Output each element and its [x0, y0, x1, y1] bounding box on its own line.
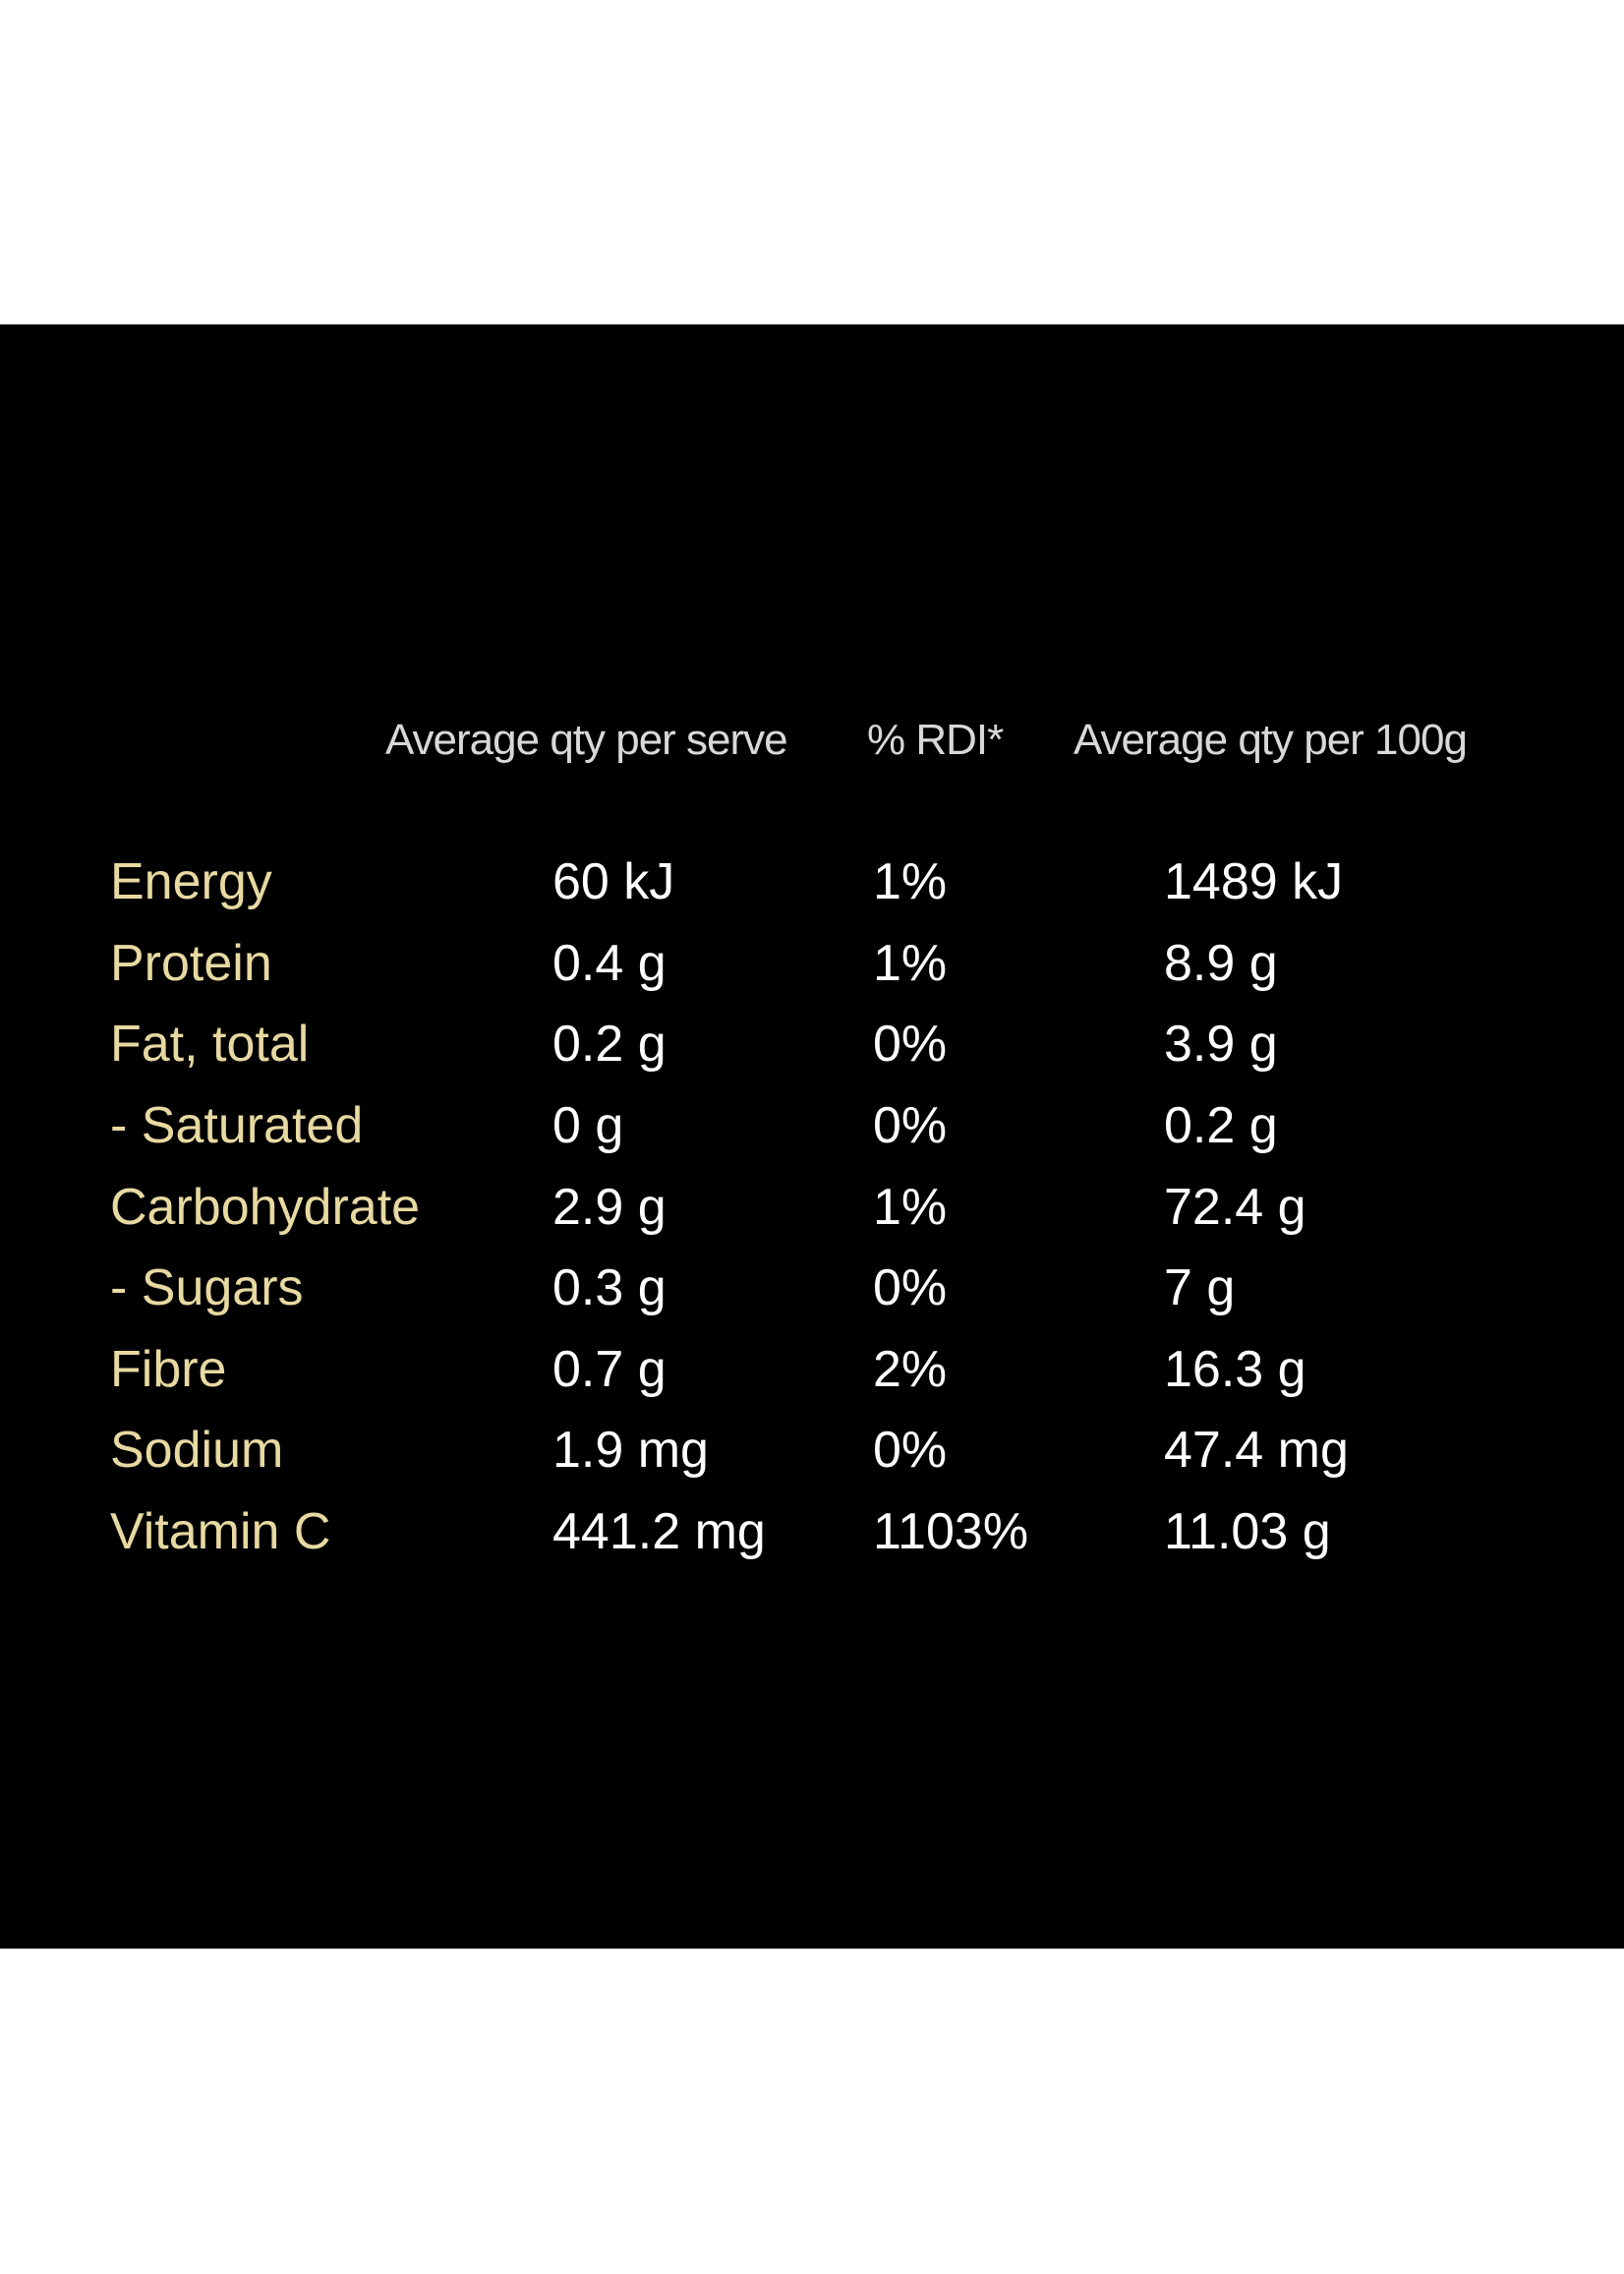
rdi-percent: 1103% — [873, 1503, 1029, 1560]
qty-per-100g: 0.2 g — [1164, 1097, 1278, 1154]
rdi-percent: 1% — [873, 853, 948, 910]
nutrient-name: Sodium — [110, 1422, 284, 1479]
table-row: Carbohydrate 2.9 g 1% 72.4 g — [0, 1167, 1624, 1248]
table-row: Energy 60 kJ 1% 1489 kJ — [0, 842, 1624, 922]
qty-per-serve: 2.9 g — [552, 1179, 667, 1236]
table-row: Protein 0.4 g 1% 8.9 g — [0, 923, 1624, 1004]
nutrient-name: Carbohydrate — [110, 1179, 421, 1236]
table-row: Sodium 1.9 mg 0% 47.4 mg — [0, 1410, 1624, 1490]
nutrient-name: Fibre — [110, 1341, 227, 1398]
rdi-percent: 1% — [873, 1179, 948, 1236]
rdi-percent: 0% — [873, 1097, 948, 1154]
qty-per-serve: 0.2 g — [552, 1016, 667, 1073]
nutrient-name: Energy — [110, 853, 272, 910]
qty-per-100g: 72.4 g — [1164, 1179, 1306, 1236]
qty-per-100g: 11.03 g — [1164, 1503, 1331, 1560]
rdi-percent: 0% — [873, 1016, 948, 1073]
table-row: Fat, total 0.2 g 0% 3.9 g — [0, 1004, 1624, 1084]
nutrient-name: Fat, total — [110, 1016, 310, 1073]
nutrient-name: - Saturated — [110, 1097, 364, 1154]
qty-per-serve: 0.3 g — [552, 1259, 667, 1316]
nutrient-name: Vitamin C — [110, 1503, 331, 1560]
table-row: - Sugars 0.3 g 0% 7 g — [0, 1248, 1624, 1328]
qty-per-serve: 1.9 mg — [552, 1422, 709, 1479]
qty-per-100g: 3.9 g — [1164, 1016, 1278, 1073]
qty-per-100g: 1489 kJ — [1164, 853, 1344, 910]
rdi-percent: 0% — [873, 1422, 948, 1479]
table-row: Fibre 0.7 g 2% 16.3 g — [0, 1329, 1624, 1410]
nutrition-panel: Average qty per serve % RDI* Average qty… — [0, 324, 1624, 1949]
qty-per-100g: 8.9 g — [1164, 935, 1278, 992]
qty-per-100g: 7 g — [1164, 1259, 1236, 1316]
qty-per-serve: 0.4 g — [552, 935, 667, 992]
header-average-per-serve: Average qty per serve — [385, 716, 788, 764]
rdi-percent: 1% — [873, 935, 948, 992]
rdi-percent: 2% — [873, 1341, 948, 1398]
qty-per-serve: 0 g — [552, 1097, 624, 1154]
qty-per-100g: 16.3 g — [1164, 1341, 1306, 1398]
nutrient-name: - Sugars — [110, 1259, 304, 1316]
qty-per-100g: 47.4 mg — [1164, 1422, 1349, 1479]
qty-per-serve: 60 kJ — [552, 853, 675, 910]
table-row: - Saturated 0 g 0% 0.2 g — [0, 1085, 1624, 1166]
qty-per-serve: 441.2 mg — [552, 1503, 766, 1560]
nutrient-name: Protein — [110, 935, 272, 992]
table-row: Vitamin C 441.2 mg 1103% 11.03 g — [0, 1491, 1624, 1572]
qty-per-serve: 0.7 g — [552, 1341, 667, 1398]
header-average-per-100g: Average qty per 100g — [1073, 716, 1468, 764]
rdi-percent: 0% — [873, 1259, 948, 1316]
nutrition-table: Average qty per serve % RDI* Average qty… — [0, 324, 1624, 1949]
header-rdi: % RDI* — [867, 716, 1004, 764]
